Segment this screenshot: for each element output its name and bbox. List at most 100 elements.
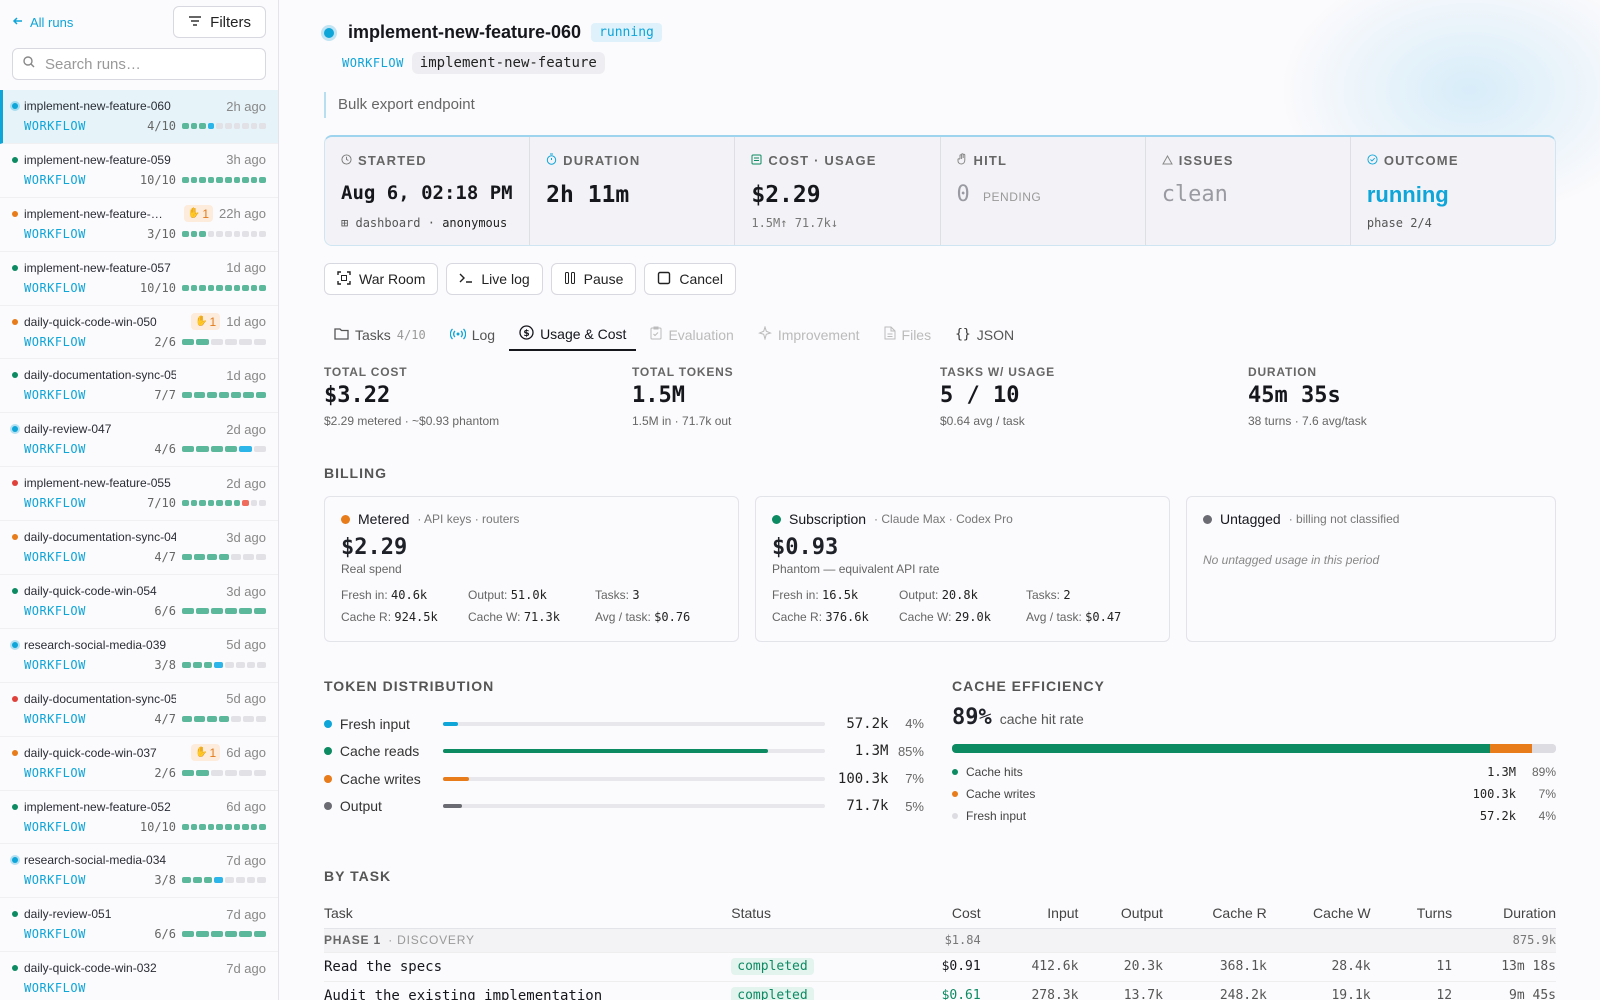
run-list-item[interactable]: implement-new-feature-057 1d ago WORKFLOW 1…	[0, 252, 278, 306]
progress-segments	[182, 230, 266, 237]
pause-button[interactable]: Pause	[550, 263, 637, 295]
stat-duration-label: DURATION	[563, 153, 641, 168]
task-turns: 11	[1370, 952, 1453, 982]
progress-segment	[224, 123, 232, 129]
task-cache-w: 28.4k	[1266, 952, 1371, 982]
column-header[interactable]: Duration	[1452, 898, 1556, 929]
run-age: 6d ago	[226, 799, 266, 815]
run-list-item[interactable]: daily-quick-code-win-032 7d ago WORKFLOW	[0, 952, 278, 1000]
column-header[interactable]: Task	[324, 898, 732, 929]
run-progress: 2/6	[154, 335, 266, 349]
run-list-item[interactable]: daily-quick-code-win-050 ✋ 1 1d ago WORKFLOW…	[0, 306, 278, 360]
live-log-button[interactable]: Live log	[446, 263, 543, 295]
subscription-sub: · Claude Max · Codex Pro	[874, 512, 1013, 526]
table-row[interactable]: Audit the existing implementation complet…	[324, 981, 1556, 1000]
column-header[interactable]: Output	[1078, 898, 1163, 929]
hitl-count: 1	[209, 314, 217, 329]
run-list-item[interactable]: research-social-media-034 7d ago WORKFLOW 3…	[0, 844, 278, 899]
tab-improvement-label: Improvement	[777, 326, 860, 343]
run-list-item[interactable]: daily-quick-code-win-037 ✋ 1 6d ago WORKFLOW…	[0, 737, 278, 791]
run-row-top: daily-review-051 7d ago	[24, 905, 266, 923]
all-runs-link[interactable]: All runs	[12, 15, 73, 30]
run-list-item[interactable]: research-social-media-039 5d ago WORKFLOW 3…	[0, 629, 278, 683]
token-dot	[324, 802, 332, 811]
run-list-item[interactable]: implement-new-feature-060 2h ago WORKFLOW 4…	[0, 90, 278, 144]
tab-json[interactable]: {} JSON	[945, 318, 1024, 351]
metered-note: Real spend	[341, 562, 402, 576]
task-name[interactable]: Audit the existing implementation	[324, 987, 603, 1000]
table-row[interactable]: Read the specs completed $0.91 412.6k 20.3k 3…	[324, 952, 1556, 982]
tab-usage-cost[interactable]: $ Usage & Cost	[509, 318, 637, 351]
run-progress: 7/10	[147, 496, 266, 510]
pause-icon	[564, 271, 576, 288]
progress-segment	[239, 608, 252, 615]
billing-cards: Metered · API keys · routers $2.29 Real s…	[324, 496, 1556, 642]
run-list-item[interactable]: implement-new-feature-059 3h ago WORKFLOW 1…	[0, 144, 278, 198]
run-list-item[interactable]: daily-documentation-sync-056 1d ago WORKFL…	[0, 359, 278, 414]
cache-dot	[952, 769, 958, 775]
progress-segment	[190, 284, 198, 291]
column-header[interactable]: Cache R	[1162, 898, 1267, 929]
run-row-bottom: WORKFLOW 6/6	[24, 604, 266, 618]
run-progress-count: 10/10	[139, 819, 176, 834]
column-header[interactable]: Cache W	[1266, 898, 1371, 929]
search-box[interactable]	[12, 48, 266, 80]
run-list-item[interactable]: implement-new-feature-052 6d ago WORKFLOW 1…	[0, 791, 278, 845]
run-list-item[interactable]: daily-review-047 2d ago WORKFLOW 4/6	[0, 413, 278, 468]
war-room-button[interactable]: War Room	[324, 263, 439, 295]
progress-segment	[203, 877, 213, 884]
tab-evaluation[interactable]: Evaluation	[640, 318, 743, 351]
column-header[interactable]: Status	[731, 898, 895, 929]
run-age: 3h ago	[226, 152, 266, 168]
receipt-icon	[751, 153, 762, 168]
run-list-item[interactable]: daily-review-051 7d ago WORKFLOW 6/6	[0, 898, 278, 953]
stat-duration: DURATION 2h 11m	[530, 137, 736, 245]
progress-segment	[253, 446, 266, 453]
run-list-item[interactable]: implement-new-feature-… ✋ 1 22h ago WORKFLOW…	[0, 198, 278, 252]
progress-segment	[253, 608, 266, 615]
phase-label-cell: PHASE 1 · DISCOVERY	[324, 928, 732, 953]
run-age: 1d ago	[226, 314, 266, 330]
run-list-item[interactable]: implement-new-feature-055 2d ago WORKFLOW 7…	[0, 467, 278, 522]
run-list-item[interactable]: daily-quick-code-win-054 3d ago WORKFLOW 6/…	[0, 575, 278, 629]
run-status-dot	[12, 749, 18, 756]
task-name[interactable]: Read the specs	[324, 958, 443, 975]
stat-outcome: OUTCOME running phase 2/4	[1351, 137, 1555, 245]
run-list-item[interactable]: daily-documentation-sync-045 3d ago WORKFL…	[0, 521, 278, 576]
run-status-dot	[12, 965, 18, 972]
progress-segment	[206, 715, 217, 722]
token-row: Output 71.7k 5%	[324, 793, 924, 821]
progress-segment	[246, 661, 256, 668]
progress-segment	[224, 931, 238, 938]
run-header: implement-new-feature-060 running	[324, 22, 662, 43]
progress-segment	[242, 176, 249, 183]
progress-segment	[206, 554, 217, 561]
run-progress-count: 4/7	[154, 711, 176, 726]
column-header[interactable]: Input	[980, 898, 1079, 929]
run-row-top: implement-new-feature-055 2d ago	[24, 474, 266, 492]
metered-sub: · API keys · routers	[417, 512, 520, 526]
token-value: 71.7k	[846, 798, 889, 815]
run-age: 7d ago	[226, 960, 266, 976]
untagged-name: Untagged	[1220, 511, 1281, 527]
stat-cost-detail: 1.5M↑ 71.7k↓	[751, 216, 839, 230]
filters-button[interactable]: Filters	[173, 6, 266, 38]
untagged-dot	[1203, 514, 1212, 524]
column-header[interactable]: Cost	[894, 898, 981, 929]
tab-files[interactable]: Files	[874, 318, 942, 351]
cancel-button[interactable]: Cancel	[644, 263, 736, 295]
cache-dot	[952, 791, 958, 797]
stat-duration-value: 2h 11m	[546, 182, 630, 208]
progress-segment	[196, 608, 209, 615]
search-input[interactable]	[45, 55, 245, 73]
tab-improvement[interactable]: Improvement	[748, 318, 870, 351]
run-progress: 4/7	[154, 712, 266, 726]
column-header[interactable]: Turns	[1370, 898, 1453, 929]
status-dot	[324, 27, 334, 38]
token-bar-track	[442, 776, 826, 781]
tab-log[interactable]: Log	[440, 318, 505, 351]
progress-segment	[250, 823, 258, 830]
run-list-item[interactable]: daily-documentation-sync-053 5d ago WORKFL…	[0, 683, 278, 737]
tab-tasks[interactable]: Tasks 4/10	[324, 318, 436, 351]
progress-segment	[203, 661, 213, 668]
